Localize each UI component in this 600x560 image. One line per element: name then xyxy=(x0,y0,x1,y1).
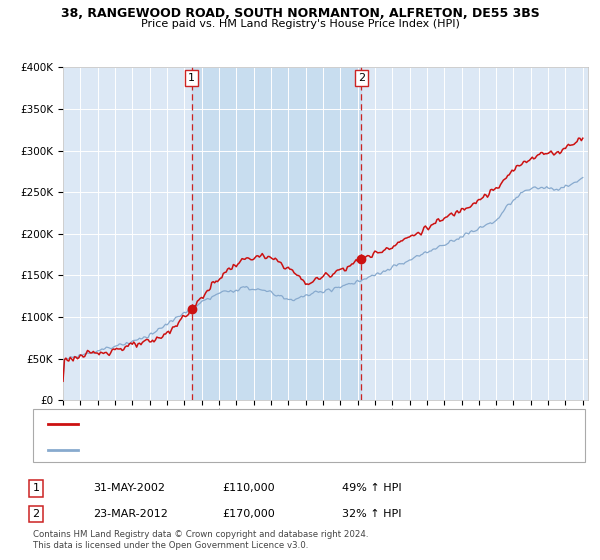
Text: 2: 2 xyxy=(32,509,40,519)
Bar xyxy=(191,67,361,400)
Text: 38, RANGEWOOD ROAD, SOUTH NORMANTON, ALFRETON, DE55 3BS: 38, RANGEWOOD ROAD, SOUTH NORMANTON, ALF… xyxy=(61,7,539,20)
Text: 1: 1 xyxy=(32,483,40,493)
Text: Price paid vs. HM Land Registry's House Price Index (HPI): Price paid vs. HM Land Registry's House … xyxy=(140,19,460,29)
Text: Contains HM Land Registry data © Crown copyright and database right 2024.: Contains HM Land Registry data © Crown c… xyxy=(33,530,368,539)
Text: 32% ↑ HPI: 32% ↑ HPI xyxy=(342,509,401,519)
Text: 49% ↑ HPI: 49% ↑ HPI xyxy=(342,483,401,493)
Text: 2: 2 xyxy=(358,73,365,83)
Text: £170,000: £170,000 xyxy=(222,509,275,519)
Text: 1: 1 xyxy=(188,73,195,83)
Text: This data is licensed under the Open Government Licence v3.0.: This data is licensed under the Open Gov… xyxy=(33,541,308,550)
Text: £110,000: £110,000 xyxy=(222,483,275,493)
Text: 38, RANGEWOOD ROAD, SOUTH NORMANTON, ALFRETON, DE55 3BS (detached house): 38, RANGEWOOD ROAD, SOUTH NORMANTON, ALF… xyxy=(84,419,511,429)
Text: 31-MAY-2002: 31-MAY-2002 xyxy=(93,483,165,493)
Text: 23-MAR-2012: 23-MAR-2012 xyxy=(93,509,168,519)
Text: HPI: Average price, detached house, Bolsover: HPI: Average price, detached house, Bols… xyxy=(84,445,307,455)
